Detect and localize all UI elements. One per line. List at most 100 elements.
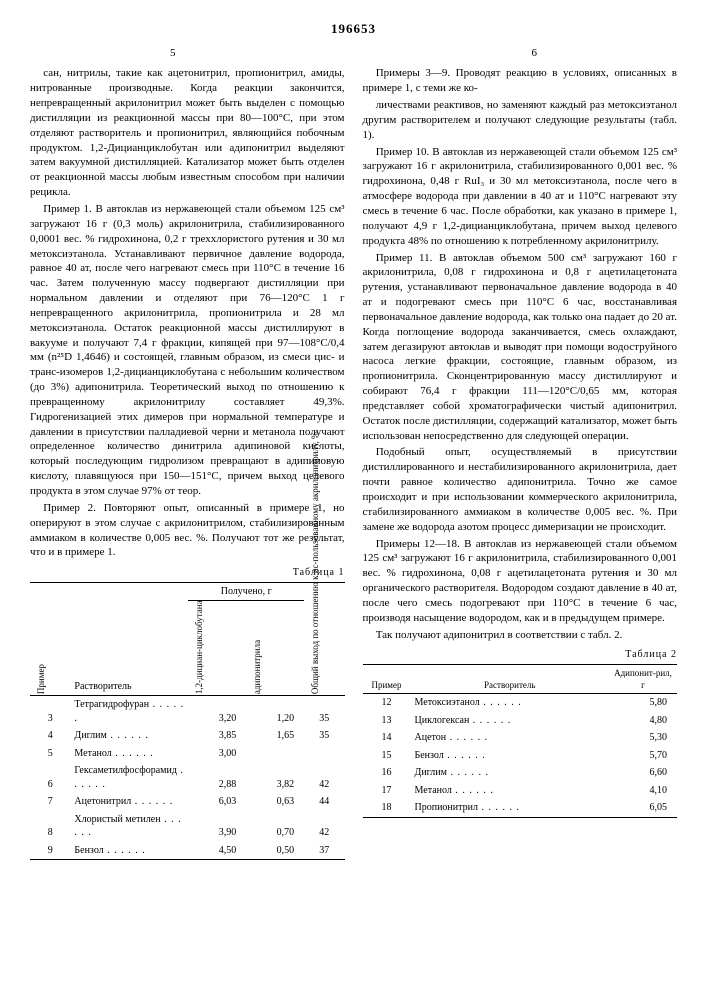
cell: Бензол <box>70 842 188 860</box>
cell: 6 <box>30 762 70 793</box>
cell: 5,80 <box>609 694 677 712</box>
table-row: 16Диглим6,60 <box>363 764 678 782</box>
cell: 12 <box>363 694 411 712</box>
cell: 2,88 <box>188 762 246 793</box>
table1-block: Таблица 1 Пример Растворитель Получено, … <box>30 566 345 860</box>
cell: Метанол <box>411 782 610 800</box>
cell: 15 <box>363 747 411 765</box>
para: Пример 11. В автоклав объемом 500 см³ за… <box>363 251 678 444</box>
cell: 1,65 <box>246 727 304 745</box>
cell: 44 <box>304 793 344 811</box>
table-row: 14Ацетон5,30 <box>363 729 678 747</box>
cell: 3,85 <box>188 727 246 745</box>
table2: Пример Растворитель Адипонит-рил, г 12Ме… <box>363 664 678 818</box>
t2-h-example: Пример <box>363 664 411 693</box>
cell: 4,80 <box>609 712 677 730</box>
cell: 37 <box>304 842 344 860</box>
table1: Пример Растворитель Получено, г Общий вы… <box>30 582 345 861</box>
cell: 9 <box>30 842 70 860</box>
table-row: 8Хлористый метилен3,900,7042 <box>30 811 345 842</box>
t1-h-adn: адипонитрила <box>251 680 263 694</box>
table-row: 9Бензол4,500,5037 <box>30 842 345 860</box>
t1-h-solvent: Растворитель <box>70 582 188 696</box>
cell: 3,20 <box>188 696 246 728</box>
cell: Циклогексан <box>411 712 610 730</box>
cell: 13 <box>363 712 411 730</box>
table-row: 4Диглим3,851,6535 <box>30 727 345 745</box>
cell: 5 <box>30 745 70 763</box>
cell: Ацетонитрил <box>70 793 188 811</box>
cell: 18 <box>363 799 411 817</box>
document-number: 196653 <box>30 20 677 38</box>
table-row: 3Тетрагидрофуран3,201,2035 <box>30 696 345 728</box>
table2-block: Таблица 2 Пример Растворитель Адипонит-р… <box>363 648 678 817</box>
t2-h-solvent: Растворитель <box>411 664 610 693</box>
cell: 3,82 <box>246 762 304 793</box>
cell: 42 <box>304 762 344 793</box>
cell: 35 <box>304 727 344 745</box>
cell: 3,90 <box>188 811 246 842</box>
para: Подобный опыт, осуществляемый в присутст… <box>363 445 678 534</box>
cell: 4,10 <box>609 782 677 800</box>
cell: 35 <box>304 696 344 728</box>
cell: 0,63 <box>246 793 304 811</box>
cell: 4 <box>30 727 70 745</box>
para: личествами реактивов, но заменяют каждый… <box>363 98 678 143</box>
cell: Метанол <box>70 745 188 763</box>
cell: Хлористый метилен <box>70 811 188 842</box>
para: сан, нитрилы, такие как ацетонитрил, про… <box>30 66 345 200</box>
cell: 0,50 <box>246 842 304 860</box>
t2-h-adn: Адипонит-рил, г <box>609 664 677 693</box>
cell <box>246 745 304 763</box>
para: Так получают адипонитрил в соответствии … <box>363 628 678 643</box>
para: Примеры 12—18. В автоклав из нержавеющей… <box>363 537 678 626</box>
table-row: 13Циклогексан4,80 <box>363 712 678 730</box>
cell: Тетрагидрофуран <box>70 696 188 728</box>
para: Пример 1. В автоклав из нержавеющей стал… <box>30 202 345 499</box>
table-row: 7Ацетонитрил6,030,6344 <box>30 793 345 811</box>
table-row: 5Метанол3,00 <box>30 745 345 763</box>
cell: Пропионитрил <box>411 799 610 817</box>
cell: Диглим <box>411 764 610 782</box>
cell: 0,70 <box>246 811 304 842</box>
t1-h-dcb: 1,2-дициан-циклобутана <box>193 680 205 694</box>
table-row: 17Метанол4,10 <box>363 782 678 800</box>
cell: 14 <box>363 729 411 747</box>
para: Примеры 3—9. Проводят реакцию в условиях… <box>363 66 678 96</box>
body-columns: сан, нитрилы, такие как ацетонитрил, про… <box>30 66 677 860</box>
t1-h-example: Пример <box>35 680 47 694</box>
cell: Метоксиэтанол <box>411 694 610 712</box>
cell: Ацетон <box>411 729 610 747</box>
cell <box>304 745 344 763</box>
table-row: 18Пропионитрил6,05 <box>363 799 678 817</box>
cell: 3,00 <box>188 745 246 763</box>
cell: 16 <box>363 764 411 782</box>
cell: 6,60 <box>609 764 677 782</box>
cell: 4,50 <box>188 842 246 860</box>
page-right: 6 <box>532 46 538 61</box>
page-numbers: 5 6 <box>170 46 537 61</box>
cell: 1,20 <box>246 696 304 728</box>
t2-body: 12Метоксиэтанол5,8013Циклогексан4,8014Ац… <box>363 694 678 818</box>
para: Пример 10. В автоклав из нержавеющей ста… <box>363 145 678 249</box>
table-row: 6Гексаметилфосфорамид2,883,8242 <box>30 762 345 793</box>
table1-title: Таблица 1 <box>30 566 345 580</box>
t1-h-got: Получено, г <box>188 582 304 601</box>
cell: 3 <box>30 696 70 728</box>
table-row: 15Бензол5,70 <box>363 747 678 765</box>
t1-body: 3Тетрагидрофуран3,201,20354Диглим3,851,6… <box>30 696 345 860</box>
table-row: 12Метоксиэтанол5,80 <box>363 694 678 712</box>
page-left: 5 <box>170 46 176 61</box>
cell: Бензол <box>411 747 610 765</box>
cell: 5,70 <box>609 747 677 765</box>
cell: Гексаметилфосфорамид <box>70 762 188 793</box>
cell: 8 <box>30 811 70 842</box>
cell: Диглим <box>70 727 188 745</box>
cell: 5,30 <box>609 729 677 747</box>
cell: 6,05 <box>609 799 677 817</box>
cell: 17 <box>363 782 411 800</box>
table2-title: Таблица 2 <box>363 648 678 662</box>
para: Пример 2. Повторяют опыт, описанный в пр… <box>30 501 345 560</box>
cell: 42 <box>304 811 344 842</box>
t1-h-yield: Общий выход по отношению к ис-пользованн… <box>309 680 321 694</box>
